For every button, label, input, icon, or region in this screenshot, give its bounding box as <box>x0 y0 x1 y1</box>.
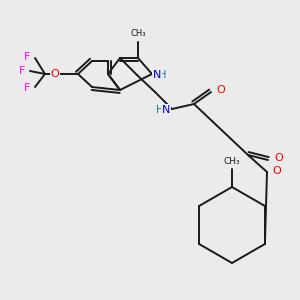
Text: F: F <box>24 52 30 62</box>
Text: F: F <box>19 66 25 76</box>
Text: CH₃: CH₃ <box>130 29 146 38</box>
Text: N: N <box>162 105 170 115</box>
Text: F: F <box>24 83 30 93</box>
Text: O: O <box>50 69 59 79</box>
Text: H: H <box>156 105 164 115</box>
Text: H: H <box>159 70 166 80</box>
Text: O: O <box>216 85 225 95</box>
Text: O: O <box>272 166 281 176</box>
Text: O: O <box>274 153 283 163</box>
Text: N: N <box>153 70 161 80</box>
Text: CH₃: CH₃ <box>224 157 240 166</box>
